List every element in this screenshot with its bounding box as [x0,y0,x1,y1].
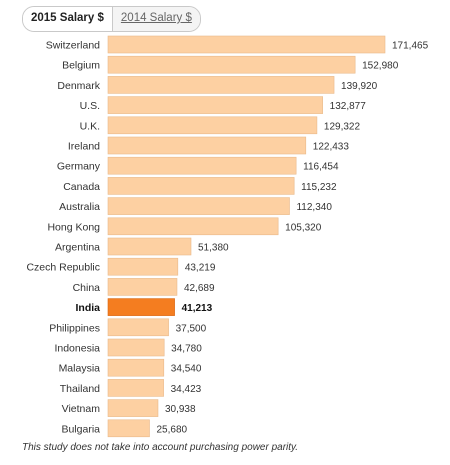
bar-row: Malaysia 34,540 [59,358,202,377]
bar-row: Philippines 37,500 [49,318,207,337]
bar [107,338,165,357]
category-label: China [73,282,101,294]
value-label: 42,689 [184,283,215,294]
category-label: Belgium [62,60,100,72]
bar-row: Australia 112,340 [59,197,332,215]
value-label: 139,920 [341,81,378,92]
bar [107,197,290,215]
bar [107,318,169,337]
bar-row: Switzerland 171,465 [46,35,429,54]
value-label: 30,938 [165,404,196,415]
category-label: Germany [57,161,101,173]
value-label: 171,465 [392,41,429,52]
category-label: Canada [63,181,100,193]
category-label: Vietnam [62,403,101,415]
value-label: 152,980 [362,61,399,72]
category-label: Denmark [57,80,100,92]
value-label: 51,380 [198,243,229,254]
bar [107,237,192,256]
bar [107,136,307,155]
bar-row: China 42,689 [73,278,215,296]
bar [107,399,159,417]
category-label: Indonesia [54,343,100,355]
value-label: 122,433 [313,142,350,153]
bar-row: U.K. 129,322 [80,116,361,135]
value-label: 129,322 [324,121,361,132]
tab-2014-salary[interactable]: 2014 Salary $ [112,7,200,31]
value-label: 41,213 [182,303,213,314]
bar-row: Belgium 152,980 [62,55,399,74]
category-label: Malaysia [59,363,101,375]
bar-row: Hong Kong 105,320 [47,217,322,236]
value-label: 132,877 [330,101,367,112]
bar [107,156,297,175]
bar [107,96,323,114]
bar-row: Canada 115,232 [63,177,337,195]
category-label: U.S. [80,100,100,112]
category-label: Ireland [68,141,100,153]
bar [107,35,386,54]
salary-year-tabs: 2015 Salary $ 2014 Salary $ [22,6,201,32]
category-label: Hong Kong [47,221,100,233]
bar [107,257,179,276]
category-label: U.K. [80,120,100,132]
value-label: 34,423 [171,384,202,395]
category-label: Switzerland [46,40,100,52]
bar [107,76,335,94]
bar-row: Germany 116,454 [57,156,339,175]
bar [107,177,295,195]
footnote: This study does not take into account pu… [22,442,299,453]
bar-row: Indonesia 34,780 [54,338,202,357]
category-label: Australia [59,201,100,213]
bar [107,358,165,377]
bar [107,217,279,236]
value-label: 105,320 [285,222,322,233]
bar-row: Vietnam 30,938 [62,399,196,417]
category-label: Bulgaria [61,423,100,435]
bar [107,55,356,74]
bar-row: Czech Republic 43,219 [26,257,216,276]
value-label: 115,232 [301,182,337,193]
bar-row: Argentina 51,380 [55,237,229,256]
category-label: Argentina [55,242,100,254]
value-label: 34,540 [171,364,202,375]
bar-row: Ireland 122,433 [68,136,350,155]
bar-highlight [107,298,175,316]
category-label: Czech Republic [26,262,100,274]
bar [107,419,150,438]
bar-row: Thailand 34,423 [60,379,202,397]
bar-row: Bulgaria 25,680 [61,419,188,438]
bar [107,278,178,296]
salary-bar-chart: Switzerland 171,465 Belgium 152,980 Denmark 1… [26,35,429,438]
value-label: 112,340 [296,202,332,213]
bar [107,116,318,135]
value-label: 116,454 [303,162,339,173]
bar-row: U.S. 132,877 [80,96,367,114]
category-label: India [75,302,100,314]
bar-row: Denmark 139,920 [57,76,378,94]
value-label: 37,500 [176,323,207,334]
category-label: Thailand [60,383,100,395]
value-label: 25,680 [156,424,187,435]
category-label: Philippines [49,322,100,334]
value-label: 34,780 [171,344,202,355]
bar [107,379,164,397]
value-label: 43,219 [185,263,216,274]
tab-2015-salary[interactable]: 2015 Salary $ [23,7,113,31]
bar-row: India 41,213 [75,298,213,316]
